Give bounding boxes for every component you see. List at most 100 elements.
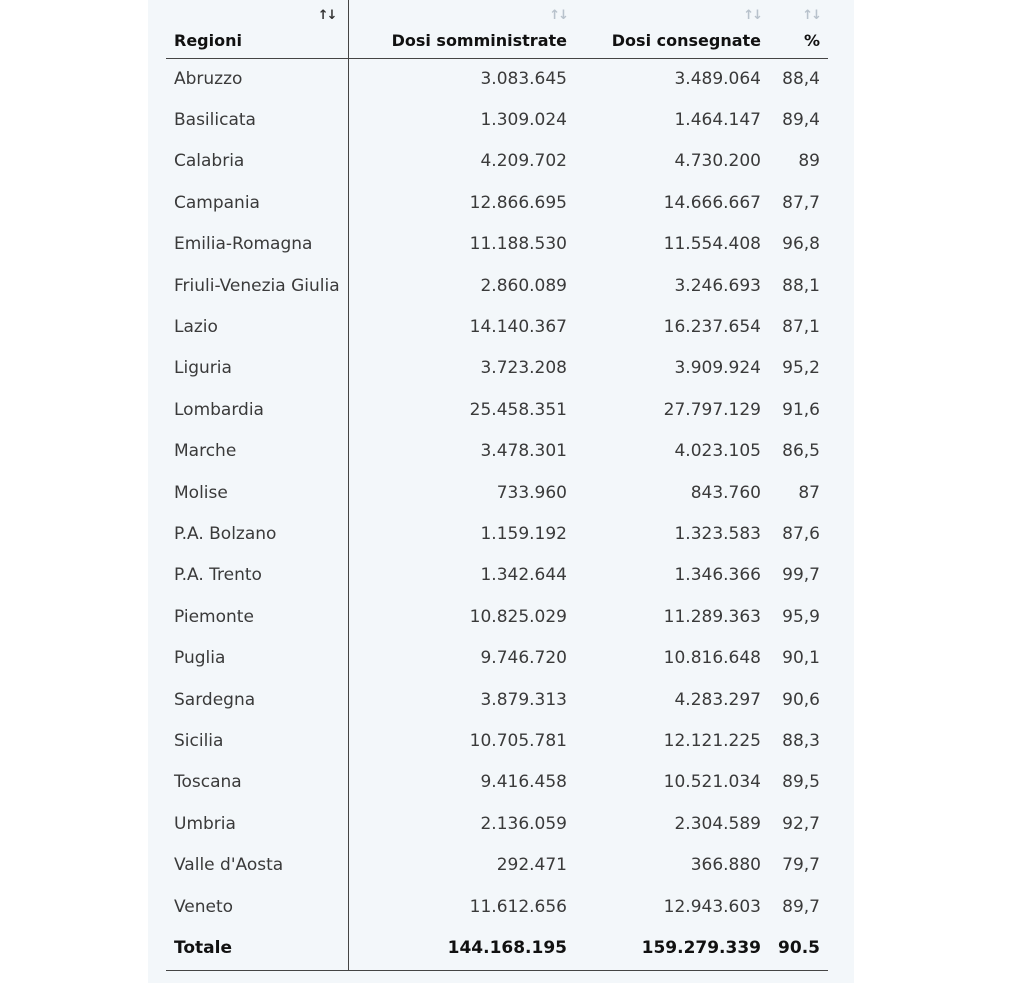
table-row: Molise 733.960 843.760 87 [166,471,828,514]
percent-cell: 87,6 [782,523,820,544]
table-row: Campania 12.866.695 14.666.667 87,7 [166,182,828,224]
administered-cell: 292.471 [496,855,567,876]
administered-cell: 14.140.367 [469,317,567,338]
region-cell: Sardegna [166,678,349,721]
percent-cell: 89 [798,151,820,172]
table-row: Piemonte 10.825.029 11.289.363 95,9 [166,596,828,638]
region-cell: Liguria [166,347,349,390]
header-row: ↑↓ Regioni ↑↓ Dosi somministrate ↑↓ Dosi… [166,0,828,59]
region-cell: Veneto [166,885,349,928]
percent-cell: 91,6 [782,399,820,420]
administered-cell: 733.960 [496,482,567,503]
delivered-cell: 27.797.129 [663,399,761,420]
percent-cell: 86,5 [782,441,820,462]
percent-cell: 79,7 [782,855,820,876]
percent-cell: 87,1 [782,317,820,338]
region-cell: Abruzzo [166,58,349,100]
sort-icon[interactable]: ↑↓ [802,8,822,23]
table-row: Sicilia 10.705.781 12.121.225 88,3 [166,720,828,762]
administered-cell: 3.083.645 [480,68,567,89]
table-row: Valle d'Aosta 292.471 366.880 79,7 [166,844,828,886]
region-cell: Campania [166,182,349,224]
sort-icon[interactable]: ↑↓ [743,8,763,23]
column-header-label: Dosi consegnate [611,30,761,50]
table-row: Marche 3.478.301 4.023.105 86,5 [166,430,828,472]
administered-cell: 2.136.059 [480,813,567,834]
column-header-label: Dosi somministrate [391,30,567,50]
percent-cell: 87,7 [782,192,820,213]
percent-cell: 96,8 [782,234,820,255]
delivered-cell: 1.464.147 [674,110,761,131]
table-row: P.A. Bolzano 1.159.192 1.323.583 87,6 [166,513,828,555]
column-header-label: Regioni [174,30,242,50]
percent-cell: 90,6 [782,689,820,710]
delivered-cell: 3.909.924 [674,358,761,379]
sort-icon[interactable]: ↑↓ [317,8,338,23]
percent-cell: 88,1 [782,275,820,296]
delivered-cell: 1.323.583 [674,523,761,544]
region-cell: Sicilia [166,720,349,762]
region-cell: Piemonte [166,596,349,638]
column-header-dosi-somministrate[interactable]: ↑↓ Dosi somministrate [348,0,570,59]
delivered-cell: 10.816.648 [663,648,761,669]
table-row: Toscana 9.416.458 10.521.034 89,5 [166,761,828,804]
percent-cell: 95,9 [782,606,820,627]
administered-cell: 11.188.530 [469,234,567,255]
delivered-cell: 4.283.297 [674,689,761,710]
administered-cell: 25.458.351 [469,399,567,420]
table-row: Veneto 11.612.656 12.943.603 89,7 [166,885,828,928]
table-row: Sardegna 3.879.313 4.283.297 90,6 [166,678,828,721]
column-header-regioni[interactable]: ↑↓ Regioni [166,0,349,59]
delivered-cell: 366.880 [690,855,761,876]
delivered-cell: 14.666.667 [663,192,761,213]
region-cell: P.A. Bolzano [166,513,349,555]
administered-cell: 9.746.720 [480,648,567,669]
table-row: P.A. Trento 1.342.644 1.346.366 99,7 [166,554,828,597]
percent-cell: 89,7 [782,896,820,917]
delivered-cell: 11.289.363 [663,606,761,627]
region-cell: Valle d'Aosta [166,844,349,886]
table-body: Abruzzo 3.083.645 3.489.064 88,4 Basilicata 1… [166,58,828,928]
percent-cell: 88,4 [782,68,820,89]
percent-cell: 89,5 [782,772,820,793]
administered-cell: 12.866.695 [469,192,567,213]
administered-cell: 1.159.192 [480,523,567,544]
administered-cell: 2.860.089 [480,275,567,296]
table-row: Calabria 4.209.702 4.730.200 89 [166,140,828,183]
administered-cell: 11.612.656 [469,896,567,917]
column-header-dosi-consegnate[interactable]: ↑↓ Dosi consegnate [570,0,764,59]
administered-cell: 1.309.024 [480,110,567,131]
administered-cell: 3.478.301 [480,441,567,462]
delivered-cell: 11.554.408 [663,234,761,255]
sort-icon[interactable]: ↑↓ [549,8,569,23]
region-cell: Toscana [166,761,349,804]
delivered-cell: 1.346.366 [674,565,761,586]
administered-cell: 10.825.029 [469,606,567,627]
region-cell: Umbria [166,803,349,845]
region-cell: Calabria [166,140,349,183]
percent-cell: 90,1 [782,648,820,669]
delivered-cell: 3.489.064 [674,68,761,89]
region-cell: Basilicata [166,99,349,141]
administered-cell: 10.705.781 [469,730,567,751]
percent-cell: 89,4 [782,110,820,131]
region-cell: Puglia [166,637,349,679]
administered-cell: 4.209.702 [480,151,567,172]
delivered-cell: 12.943.603 [663,896,761,917]
region-cell: Emilia-Romagna [166,223,349,265]
total-delivered: 159.279.339 [570,927,764,971]
table-row: Puglia 9.746.720 10.816.648 90,1 [166,637,828,679]
table-row: Umbria 2.136.059 2.304.589 92,7 [166,803,828,845]
delivered-cell: 16.237.654 [663,317,761,338]
column-header-label: % [803,30,820,50]
percent-cell: 99,7 [782,565,820,586]
delivered-cell: 10.521.034 [663,772,761,793]
region-cell: Molise [166,471,349,514]
region-cell: P.A. Trento [166,554,349,597]
table-row: Friuli-Venezia Giulia 2.860.089 3.246.693 8… [166,264,828,307]
delivered-cell: 12.121.225 [663,730,761,751]
total-row: Totale 144.168.195 159.279.339 90.5 [166,927,828,971]
table-row: Liguria 3.723.208 3.909.924 95,2 [166,347,828,390]
column-header-percent[interactable]: ↑↓ % [764,0,828,59]
administered-cell: 1.342.644 [480,565,567,586]
